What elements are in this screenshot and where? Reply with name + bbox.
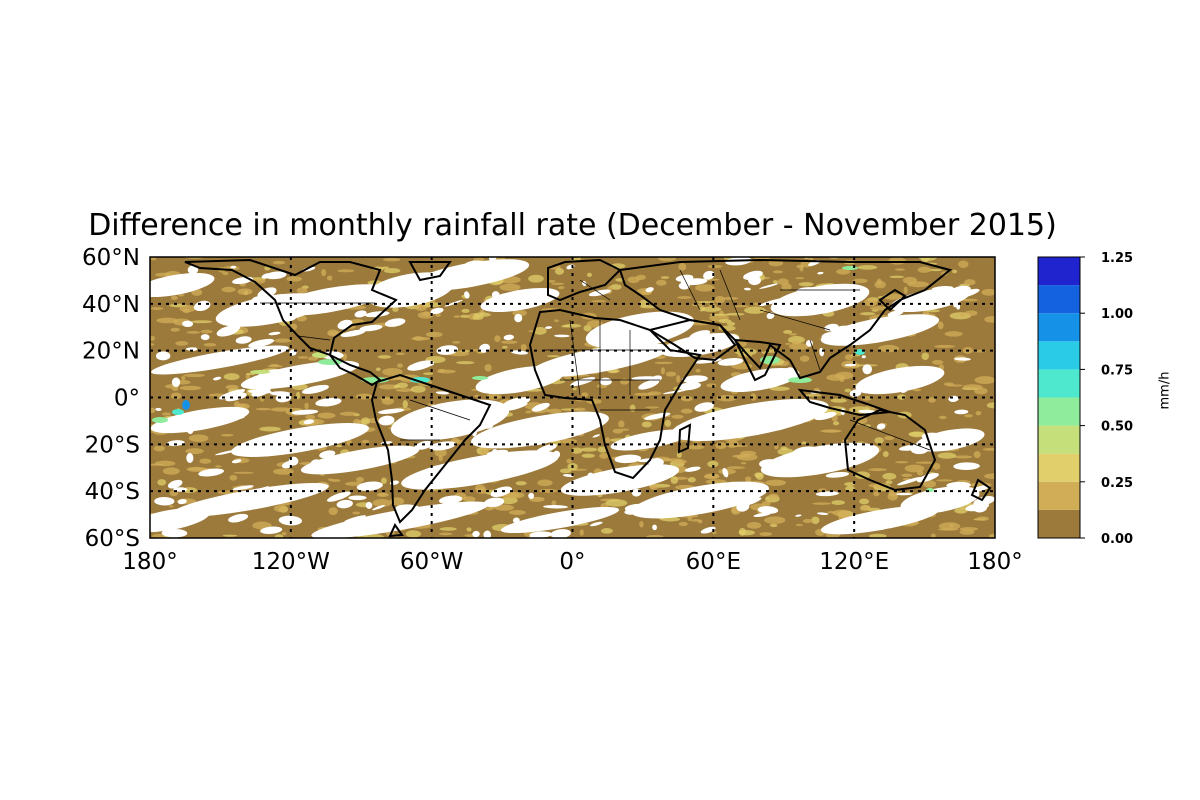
longitude-label: 60°E bbox=[686, 549, 741, 575]
colorbar-frame bbox=[1037, 256, 1081, 539]
colorbar-swatch bbox=[1038, 425, 1080, 454]
longitude-label: 0° bbox=[559, 549, 585, 575]
colorbar-label: mm/h bbox=[1157, 371, 1173, 410]
latitude-label: 20°S bbox=[85, 432, 140, 458]
latitude-label: 40°S bbox=[85, 479, 140, 505]
longitude-label: 60°W bbox=[400, 549, 464, 575]
colorbar-tick-label: 1.25 bbox=[1101, 251, 1133, 266]
gridlines bbox=[150, 257, 995, 538]
colorbar-swatch bbox=[1038, 313, 1080, 342]
latitude-label: 60°N bbox=[82, 245, 140, 271]
colorbar-tick-label: 0.25 bbox=[1101, 476, 1133, 491]
chart-title: Difference in monthly rainfall rate (Dec… bbox=[88, 208, 1057, 243]
colorbar-swatch bbox=[1038, 397, 1080, 426]
longitude-label: 180° bbox=[122, 549, 177, 575]
colorbar-tick-label: 0.50 bbox=[1101, 420, 1133, 435]
colorbar-tick-label: 1.00 bbox=[1101, 307, 1133, 322]
colorbar-swatches bbox=[1038, 257, 1080, 538]
colorbar-swatch bbox=[1038, 285, 1080, 314]
longitude-label: 180° bbox=[967, 549, 1022, 575]
colorbar-swatch bbox=[1038, 453, 1080, 482]
colorbar-swatch bbox=[1038, 509, 1080, 538]
colorbar-swatch bbox=[1038, 369, 1080, 398]
latitude-label: 60°S bbox=[85, 526, 140, 552]
colorbar-ticks: 0.00 0.25 0.50 0.75 1.00 1.25 bbox=[1080, 251, 1133, 547]
latitude-label: 40°N bbox=[82, 292, 140, 318]
colorbar-tick-label: 0.00 bbox=[1101, 532, 1133, 547]
country-borders bbox=[260, 269, 931, 451]
coastlines bbox=[184, 258, 992, 538]
latitude-labels: 60°N 40°N 20°N 0° 20°S 40°S 60°S bbox=[82, 245, 140, 552]
longitude-label: 120°W bbox=[252, 549, 330, 575]
longitude-label: 120°E bbox=[819, 549, 889, 575]
colorbar-tick-label: 0.75 bbox=[1101, 363, 1133, 378]
latitude-label: 0° bbox=[114, 386, 140, 412]
latitude-label: 20°N bbox=[82, 339, 140, 365]
colorbar-swatch bbox=[1038, 481, 1080, 510]
map-frame bbox=[149, 256, 996, 539]
longitude-labels: 180° 120°W 60°W 0° 60°E 120°E 180° bbox=[122, 549, 1022, 575]
colorbar-swatch bbox=[1038, 257, 1080, 286]
colorbar-swatch bbox=[1038, 341, 1080, 370]
